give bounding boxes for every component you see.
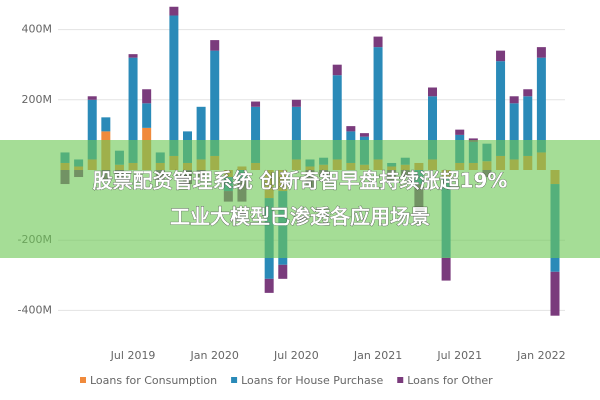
bar-segment <box>550 271 560 316</box>
x-tick-label: Jan 2022 <box>516 349 565 362</box>
banner-background <box>0 140 600 258</box>
legend: Loans for Consumption Loans for House Pur… <box>80 374 493 387</box>
legend-marker <box>80 377 86 383</box>
bar-segment <box>251 106 261 163</box>
banner-line: 股票配资管理系统 创新奇智早盘持续涨超19% <box>93 169 508 193</box>
bar-segment <box>196 106 206 160</box>
bar-segment <box>346 126 356 132</box>
bar-segment <box>496 61 506 156</box>
x-tick-label: Jul 2021 <box>436 349 482 362</box>
bar-segment <box>455 129 465 135</box>
bar-segment <box>128 57 138 163</box>
x-tick-label: Jul 2020 <box>273 349 319 362</box>
legend-marker <box>397 377 404 383</box>
bar-segment <box>278 264 288 279</box>
bar-segment <box>210 40 220 51</box>
bar-segment <box>101 117 111 132</box>
bar-segment <box>291 99 301 107</box>
x-tick-label: Jan 2020 <box>189 349 238 362</box>
bar-segment <box>428 96 437 160</box>
bar-segment <box>373 47 383 160</box>
bar-segment <box>169 15 179 156</box>
bar-segment <box>373 36 383 48</box>
y-tick-label: 200M <box>22 93 53 106</box>
bar-segment <box>523 96 533 156</box>
bar-segment <box>264 278 274 293</box>
bar-segment <box>332 75 342 160</box>
legend-label: Loans for Consumption <box>90 374 217 387</box>
bar-segment <box>441 257 451 281</box>
bar-segment <box>210 50 220 156</box>
legend-label: Loans for House Purchase <box>241 374 383 387</box>
bar-segment <box>142 89 152 104</box>
bar-segment <box>496 50 506 62</box>
bar-segment <box>536 57 546 153</box>
bar-segment <box>128 54 138 58</box>
bar-segment <box>87 96 97 100</box>
bar-segment <box>509 103 519 160</box>
bar-segment <box>523 89 533 97</box>
y-tick-label: -400M <box>18 303 52 316</box>
bar-segment <box>291 106 301 160</box>
bar-segment <box>142 103 152 128</box>
banner-line: 工业大模型已渗透各应用场景 <box>170 205 430 229</box>
bar-segment <box>251 101 261 107</box>
legend-marker <box>231 377 238 383</box>
bar-segment <box>87 99 97 160</box>
x-tick-label: Jul 2019 <box>110 349 156 362</box>
bar-segment <box>536 47 546 58</box>
bar-segment <box>428 87 437 97</box>
x-tick-label: Jan 2021 <box>353 349 402 362</box>
legend-label: Loans for Other <box>407 374 493 387</box>
bar-segment <box>509 96 519 104</box>
bar-segment <box>332 64 342 76</box>
bar-segment <box>169 6 179 16</box>
y-tick-label: 400M <box>22 23 53 36</box>
bar-segment <box>359 133 369 137</box>
